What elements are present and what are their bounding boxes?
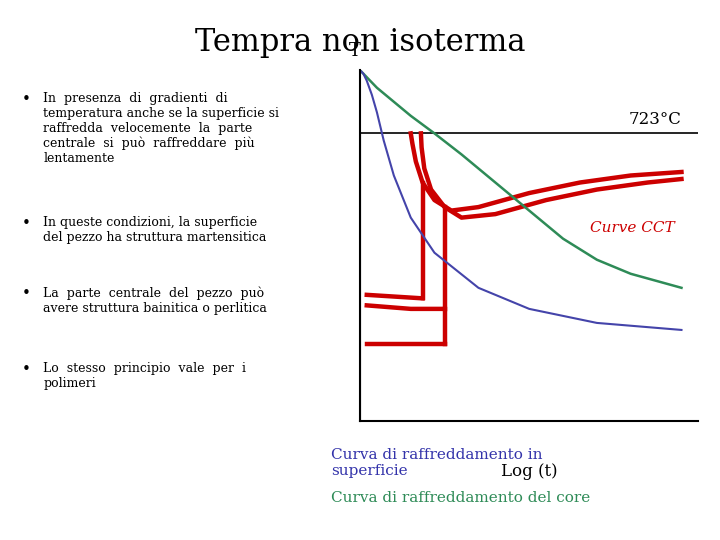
- Text: Lo  stesso  principio  vale  per  i
polimeri: Lo stesso principio vale per i polimeri: [43, 362, 246, 390]
- Text: Curve CCT: Curve CCT: [590, 221, 675, 235]
- Text: 723°C: 723°C: [629, 111, 681, 128]
- Text: •: •: [22, 216, 30, 231]
- Text: Log (t): Log (t): [501, 463, 557, 480]
- Text: •: •: [22, 362, 30, 377]
- Text: Curva di raffreddamento in
superficie: Curva di raffreddamento in superficie: [331, 448, 543, 478]
- Text: Tempra non isoterma: Tempra non isoterma: [194, 27, 526, 58]
- Text: •: •: [22, 92, 30, 107]
- Text: In  presenza  di  gradienti  di
temperatura anche se la superficie si
raffredda : In presenza di gradienti di temperatura …: [43, 92, 279, 165]
- Text: T: T: [349, 42, 361, 59]
- Text: Curva di raffreddamento del core: Curva di raffreddamento del core: [331, 491, 590, 505]
- Text: La  parte  centrale  del  pezzo  può
avere struttura bainitica o perlitica: La parte centrale del pezzo può avere st…: [43, 286, 267, 315]
- Text: •: •: [22, 286, 30, 301]
- Text: In queste condizioni, la superficie
del pezzo ha struttura martensitica: In queste condizioni, la superficie del …: [43, 216, 266, 244]
